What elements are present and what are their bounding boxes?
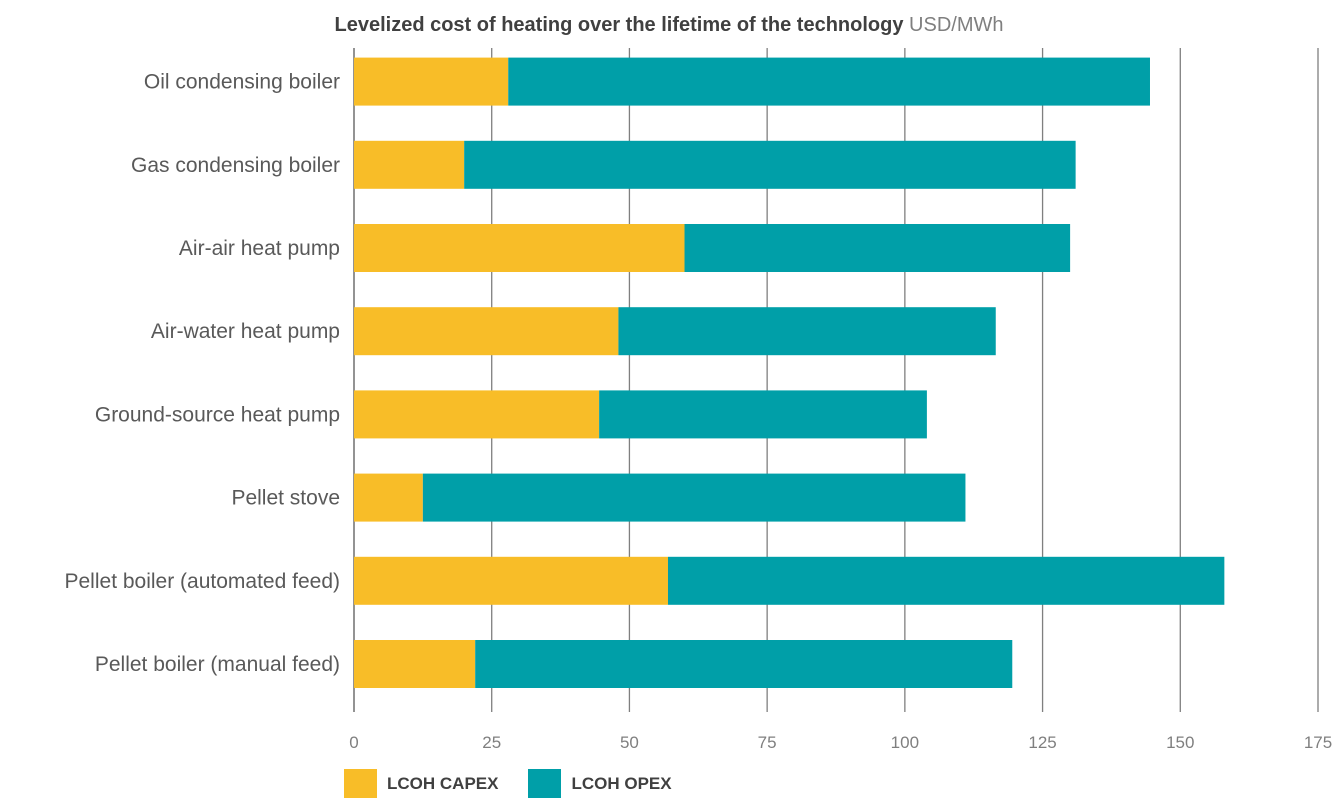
chart-title: Levelized cost of heating over the lifet…: [0, 14, 1338, 37]
bar-capex: [354, 556, 668, 605]
legend-item-opex: LCOH OPEX: [528, 769, 672, 798]
category-label: Air-air heat pump: [179, 237, 340, 260]
bar-opex: [422, 473, 966, 522]
legend-item-capex: LCOH CAPEX: [344, 769, 498, 798]
chart-legend: LCOH CAPEX LCOH OPEX: [344, 769, 702, 798]
bar-capex: [354, 57, 509, 106]
bar-capex: [354, 307, 619, 356]
x-tick-label: 50: [620, 733, 639, 752]
category-label: Pellet boiler (automated feed): [65, 570, 341, 593]
x-tick-label: 75: [758, 733, 777, 752]
category-label: Gas condensing boiler: [131, 154, 340, 177]
x-tick-label: 100: [891, 733, 919, 752]
category-label: Pellet boiler (manual feed): [95, 653, 340, 676]
legend-label-capex: LCOH CAPEX: [387, 773, 499, 793]
bar-opex: [508, 57, 1150, 106]
x-tick-label: 0: [349, 733, 358, 752]
bar-capex: [354, 473, 423, 522]
category-label: Ground-source heat pump: [95, 403, 340, 426]
legend-label-opex: LCOH OPEX: [571, 773, 672, 793]
bar-capex: [354, 224, 685, 272]
bar-opex: [618, 307, 996, 356]
bar-opex: [464, 140, 1076, 189]
x-tick-label: 25: [482, 733, 501, 752]
bar-opex: [475, 640, 1013, 688]
bar-opex: [684, 224, 1071, 272]
category-label: Oil condensing boiler: [144, 71, 340, 94]
bar-opex: [667, 556, 1225, 605]
x-tick-label: 125: [1028, 733, 1056, 752]
chart-title-main: Levelized cost of heating over the lifet…: [334, 14, 904, 36]
category-label: Pellet stove: [231, 487, 340, 510]
legend-swatch-capex: [344, 769, 377, 798]
bar-opex: [599, 390, 927, 439]
legend-swatch-opex: [528, 769, 562, 798]
chart-title-unit: USD/MWh: [909, 14, 1004, 36]
x-tick-label: 175: [1304, 733, 1332, 752]
x-tick-label: 150: [1166, 733, 1194, 752]
bar-capex: [354, 640, 476, 688]
chart-plot: 0 25 50 75 100 125 150 175 Oil condensing boiler…: [65, 48, 1332, 752]
category-label: Air-water heat pump: [151, 320, 340, 343]
bar-capex: [354, 390, 600, 439]
bar-capex: [354, 140, 465, 189]
